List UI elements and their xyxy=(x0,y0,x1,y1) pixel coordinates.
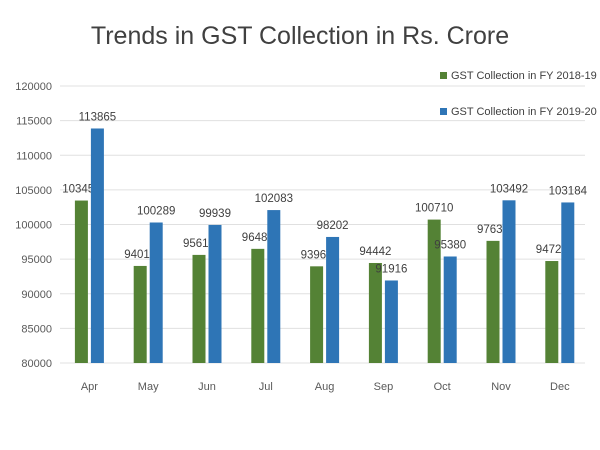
legend-label: GST Collection in FY 2019-20 xyxy=(451,106,597,118)
bar-2019-20 xyxy=(502,200,516,363)
x-tick-label: Aug xyxy=(315,381,335,393)
bar-2019-20 xyxy=(326,236,340,363)
x-tick-label: May xyxy=(138,381,159,393)
legend-swatch xyxy=(440,72,447,79)
data-label: 93960 xyxy=(301,249,333,261)
bar-2018-19 xyxy=(74,200,88,363)
x-tick-label: Apr xyxy=(81,381,98,393)
legend-swatch xyxy=(440,108,447,115)
bar-2018-19 xyxy=(368,262,382,363)
chart-title: Trends in GST Collection in Rs. Crore xyxy=(90,22,510,50)
data-label: 99939 xyxy=(199,208,231,220)
data-label: 94442 xyxy=(359,246,391,258)
data-label: 97637 xyxy=(477,224,509,236)
bar-2019-20 xyxy=(149,222,163,363)
data-label: 94726 xyxy=(536,244,568,256)
data-label: 102083 xyxy=(255,193,293,205)
data-label: 95610 xyxy=(183,238,215,250)
bar-2019-20 xyxy=(90,128,104,363)
bar-2019-20 xyxy=(267,210,281,363)
x-tick-label: Oct xyxy=(434,381,451,393)
data-label: 100710 xyxy=(415,203,453,215)
data-label: 98202 xyxy=(317,220,349,232)
bar-2019-20 xyxy=(443,256,457,363)
data-label: 103492 xyxy=(490,183,528,195)
bar-2018-19 xyxy=(133,265,147,363)
data-label: 91916 xyxy=(375,263,407,275)
data-label: 94016 xyxy=(124,249,156,261)
x-tick-label: Nov xyxy=(491,381,511,393)
data-label: 96483 xyxy=(242,232,274,244)
y-tick-label: 95000 xyxy=(21,254,52,266)
y-tick-label: 105000 xyxy=(15,185,52,197)
x-tick-label: Dec xyxy=(550,381,570,393)
bar-2019-20 xyxy=(561,202,575,363)
bar-2019-20 xyxy=(208,224,222,363)
bar-2019-20 xyxy=(384,280,398,363)
legend-label: GST Collection in FY 2018-19 xyxy=(451,70,597,82)
x-tick-label: Sep xyxy=(374,381,394,393)
bar-2018-19 xyxy=(192,254,206,363)
x-tick-label: Jul xyxy=(259,381,273,393)
data-label: 95380 xyxy=(434,239,466,251)
y-tick-label: 115000 xyxy=(16,116,52,128)
data-label: 103184 xyxy=(549,185,588,197)
data-label: 113865 xyxy=(79,111,117,123)
y-tick-label: 110000 xyxy=(16,150,52,162)
bar-2018-19 xyxy=(251,248,265,363)
bar-2018-19 xyxy=(310,266,324,363)
y-tick-label: 100000 xyxy=(15,220,52,232)
y-tick-label: 85000 xyxy=(21,323,52,335)
data-label: 100289 xyxy=(137,205,175,217)
x-tick-label: Jun xyxy=(198,381,216,393)
y-tick-label: 80000 xyxy=(21,358,52,370)
bar-2018-19 xyxy=(427,219,441,363)
y-tick-label: 90000 xyxy=(21,289,52,301)
bar-2018-19 xyxy=(486,240,500,363)
y-tick-label: 120000 xyxy=(15,81,52,93)
bar-2018-19 xyxy=(545,261,559,363)
